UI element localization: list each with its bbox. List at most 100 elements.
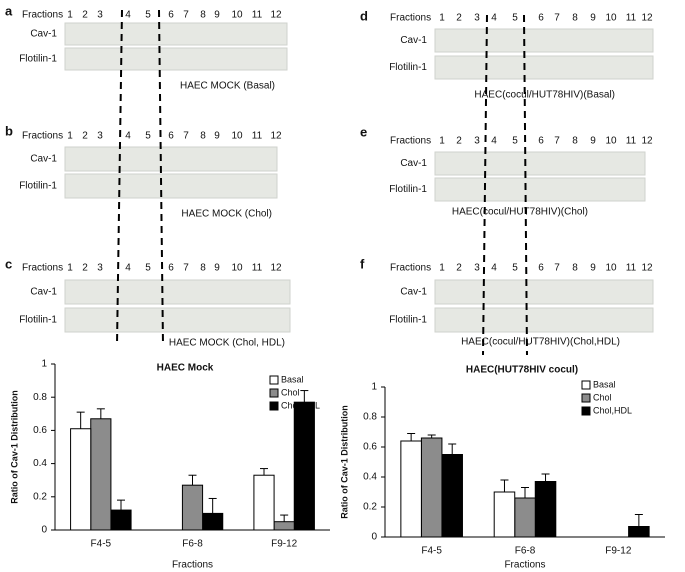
- fractions-label: Fractions: [390, 13, 431, 24]
- y-tick-label: 0.8: [33, 392, 47, 403]
- x-tick-label: F9-12: [271, 539, 298, 550]
- bar: [493, 491, 516, 538]
- legend-swatch: [581, 393, 591, 403]
- lane-label: 6: [168, 263, 174, 274]
- lane-label: 3: [474, 263, 480, 274]
- blot-strip: [64, 22, 288, 46]
- y-axis-label: Ratio of Cav-1 Distribution: [9, 390, 19, 504]
- y-tick-label: 0: [41, 525, 47, 536]
- bar: [202, 512, 224, 531]
- y-tick-label: 0.6: [33, 425, 47, 436]
- row-label: Flotilin-1: [389, 315, 427, 326]
- chart-title: HAEC Mock: [157, 363, 214, 374]
- legend-label: Chol,HDL: [593, 405, 632, 415]
- y-tick-label: 0.6: [363, 442, 377, 453]
- lane-label: 5: [512, 136, 518, 147]
- lane-label: 8: [572, 263, 578, 274]
- row-label: Flotilin-1: [389, 184, 427, 195]
- lane-label: 5: [145, 10, 151, 21]
- row-label: Cav-1: [30, 154, 57, 165]
- lane-label: 4: [491, 263, 497, 274]
- lane-label: 8: [572, 136, 578, 147]
- blot-strip: [64, 146, 278, 172]
- row-label: Cav-1: [30, 29, 57, 40]
- x-tick-label: F6-8: [515, 546, 536, 557]
- x-axis-label: Fractions: [172, 560, 213, 571]
- lane-label: 5: [512, 13, 518, 24]
- panel-caption: HAEC MOCK (Chol, HDL): [169, 338, 285, 349]
- bar: [70, 428, 92, 531]
- lane-label: 6: [538, 263, 544, 274]
- blot-strip: [434, 177, 646, 202]
- panel-letter: e: [360, 124, 367, 139]
- lane-label: 2: [82, 263, 88, 274]
- panel-caption: HAEC(cocul/HUT78HIV)(Chol): [452, 207, 588, 218]
- y-axis-label: Ratio of Cav-1 Distribution: [339, 405, 349, 519]
- lane-label: 1: [439, 136, 445, 147]
- lane-label: 10: [231, 131, 243, 142]
- blot-strip: [64, 47, 288, 71]
- fractions-label: Fractions: [390, 136, 431, 147]
- y-tick-label: 0: [371, 532, 377, 543]
- legend-label: Basal: [281, 374, 304, 384]
- lane-label: 2: [456, 13, 462, 24]
- x-tick-label: F4-5: [91, 539, 112, 550]
- row-label: Cav-1: [400, 158, 427, 169]
- lane-label: 10: [231, 10, 243, 21]
- lane-label: 4: [125, 131, 131, 142]
- lane-label: 3: [97, 263, 103, 274]
- bar: [273, 521, 295, 531]
- lane-label: 3: [97, 10, 103, 21]
- lane-label: 5: [145, 131, 151, 142]
- legend-label: Basal: [593, 379, 616, 389]
- bar: [420, 437, 443, 538]
- lane-label: 5: [145, 263, 151, 274]
- panel-letter: a: [5, 3, 13, 18]
- lane-label: 2: [456, 136, 462, 147]
- blot-strip: [434, 28, 654, 53]
- y-tick-label: 0.4: [33, 458, 47, 469]
- blot-strip: [434, 307, 654, 333]
- blot-strip: [434, 279, 654, 305]
- bar: [534, 481, 557, 538]
- row-label: Flotilin-1: [19, 315, 57, 326]
- panel-caption: HAEC(cocul/HUT78HIV)(Basal): [474, 90, 615, 101]
- lane-label: 8: [200, 131, 206, 142]
- lane-label: 10: [605, 136, 617, 147]
- legend-swatch: [269, 401, 279, 411]
- lane-label: 12: [641, 263, 653, 274]
- row-label: Flotilin-1: [389, 62, 427, 73]
- legend-swatch: [581, 380, 591, 390]
- lane-label: 7: [554, 263, 560, 274]
- lane-label: 4: [125, 10, 131, 21]
- divider: [116, 9, 123, 346]
- y-tick-label: 0.8: [363, 412, 377, 423]
- lane-label: 9: [590, 263, 596, 274]
- bar: [110, 509, 132, 531]
- lane-label: 8: [200, 263, 206, 274]
- y-tick-label: 0.2: [363, 502, 377, 513]
- lane-label: 8: [572, 13, 578, 24]
- lane-label: 7: [183, 263, 189, 274]
- blot-strip: [434, 55, 654, 80]
- y-tick-label: 0.2: [33, 491, 47, 502]
- row-label: Cav-1: [400, 287, 427, 298]
- lane-label: 9: [214, 10, 220, 21]
- fractions-label: Fractions: [390, 263, 431, 274]
- lane-label: 4: [491, 13, 497, 24]
- divider: [523, 14, 528, 356]
- bar: [90, 418, 112, 531]
- divider: [158, 9, 164, 346]
- y-tick-label: 1: [41, 359, 47, 370]
- row-label: Cav-1: [30, 287, 57, 298]
- lane-label: 11: [252, 131, 263, 142]
- lane-label: 11: [626, 13, 637, 24]
- lane-label: 8: [200, 10, 206, 21]
- blot-strip: [434, 151, 646, 176]
- panel-caption: HAEC(cocul/HUT78HIV)(Chol,HDL): [461, 337, 620, 348]
- panel-caption: HAEC MOCK (Chol): [181, 209, 272, 220]
- lane-label: 11: [626, 136, 637, 147]
- bar: [253, 474, 275, 531]
- lane-label: 9: [214, 131, 220, 142]
